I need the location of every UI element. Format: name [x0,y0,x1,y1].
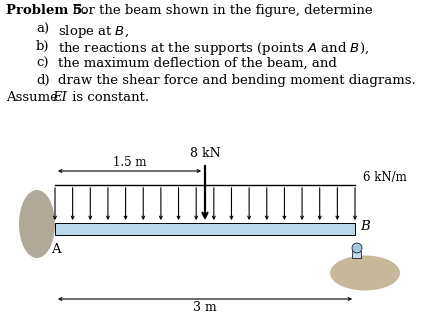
Text: d): d) [36,74,50,87]
Text: 3 m: 3 m [193,301,217,313]
Text: Assume: Assume [6,91,62,104]
Text: c): c) [36,57,48,70]
Text: 8 kN: 8 kN [190,147,220,160]
Bar [352,251,362,258]
Text: 6 kN/m: 6 kN/m [363,171,407,183]
Text: A: A [51,243,61,256]
Text: a): a) [36,23,49,36]
Text: EI: EI [52,91,67,104]
Text: b): b) [36,40,49,53]
Text: the reactions at the supports (points $A$ and $B$),: the reactions at the supports (points $A… [58,40,369,57]
Text: B: B [360,219,370,233]
Text: 1.5 m: 1.5 m [113,156,147,169]
Text: draw the shear force and bending moment diagrams.: draw the shear force and bending moment … [58,74,416,87]
Bar [55,223,355,235]
Ellipse shape [330,255,400,290]
Text: the maximum deflection of the beam, and: the maximum deflection of the beam, and [58,57,337,70]
Text: Problem 5.: Problem 5. [6,4,87,17]
Ellipse shape [19,190,55,258]
Text: slope at $B$,: slope at $B$, [58,23,129,40]
Text: is constant.: is constant. [68,91,149,104]
Circle shape [352,243,362,253]
Text: For the beam shown in the figure, determine: For the beam shown in the figure, determ… [68,4,373,17]
